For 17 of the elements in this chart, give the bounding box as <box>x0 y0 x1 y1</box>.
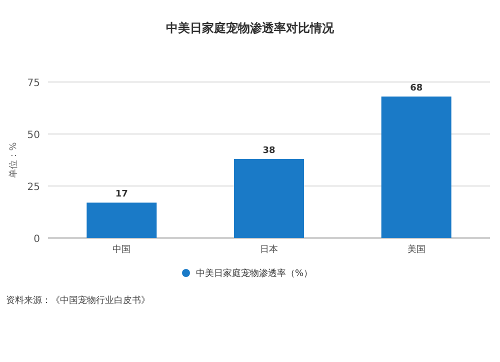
y-tick-label: 50 <box>27 130 40 141</box>
data-label: 17 <box>115 190 128 200</box>
bar <box>381 96 452 238</box>
y-tick-label: 25 <box>27 182 40 193</box>
data-label: 38 <box>262 146 276 156</box>
x-tick-label: 美国 <box>407 244 426 255</box>
y-tick-label: 75 <box>27 78 40 89</box>
y-tick-label: 0 <box>34 234 40 245</box>
data-label: 68 <box>410 84 423 94</box>
x-tick-label: 中国 <box>112 244 131 255</box>
text: 资料来源：《中国宠物行业白皮书》 <box>6 295 150 306</box>
x-tick-label: 日本 <box>260 244 278 255</box>
y-axis-title: 单位：% <box>8 142 19 178</box>
chart-title: 中美日家庭宠物渗透率对比情况 <box>166 21 335 35</box>
bar <box>234 158 304 238</box>
legend-label: 中美日家庭宠物渗透率（%） <box>196 268 313 279</box>
bar <box>86 202 157 238</box>
